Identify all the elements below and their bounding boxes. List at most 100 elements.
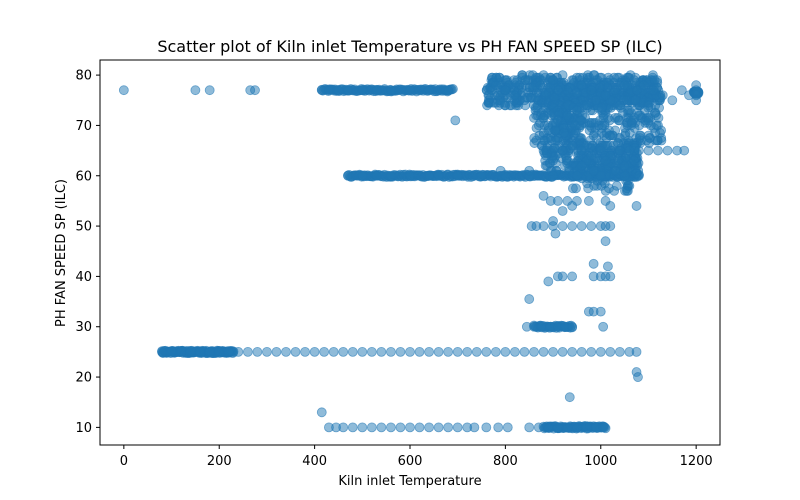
scatter-point [667, 95, 678, 106]
scatter-point [619, 170, 630, 181]
y-tick-label: 70 [75, 119, 92, 134]
scatter-point [550, 135, 561, 146]
scatter-point [510, 346, 520, 357]
scatter-point [656, 133, 667, 143]
scatter-point [343, 85, 353, 96]
scatter-point [562, 110, 573, 121]
scatter-point [589, 180, 599, 191]
scatter-point [433, 346, 444, 357]
scatter-point [629, 75, 640, 86]
y-axis: 10 20 30 40 50 60 70 80 [75, 69, 100, 436]
scatter-point [366, 422, 377, 433]
scatter-point [653, 120, 663, 131]
scatter-point [386, 85, 396, 96]
scatter-point [510, 90, 520, 101]
x-axis-label: Kiln inlet Temperature [338, 474, 481, 489]
scatter-point [443, 346, 454, 357]
scatter-point [347, 346, 358, 357]
scatter-point [567, 201, 578, 211]
scatter-point [548, 155, 558, 166]
scatter-point [653, 145, 663, 156]
scatter-point [366, 346, 377, 357]
scatter-point [586, 150, 597, 161]
scatter-point [619, 160, 630, 171]
scatter-point [624, 145, 635, 156]
scatter-point [586, 221, 597, 231]
scatter-point [591, 95, 601, 106]
scatter-point [443, 85, 454, 96]
scatter-point [567, 140, 578, 151]
scatter-point [357, 346, 368, 357]
scatter-point [614, 100, 625, 111]
y-tick-label: 10 [75, 421, 92, 436]
scatter-point [482, 100, 492, 111]
scatter-point [632, 85, 642, 96]
scatter-point [605, 271, 616, 282]
x-tick-label: 1200 [680, 454, 713, 469]
scatter-point [605, 221, 616, 231]
x-tick-label: 400 [302, 454, 327, 469]
scatter-point [424, 422, 434, 433]
scatter-point [560, 160, 570, 171]
scatter-point [343, 170, 353, 181]
scatter-point [271, 346, 282, 357]
scatter-point [588, 165, 599, 176]
scatter-point [572, 422, 582, 433]
scatter-point [576, 346, 587, 357]
x-tick-label: 800 [493, 454, 518, 469]
y-tick-label: 80 [75, 69, 92, 84]
scatter-point [538, 145, 549, 156]
scatter-point [614, 115, 625, 126]
scatter-point [324, 85, 334, 96]
y-tick-label: 50 [75, 220, 92, 235]
scatter-point [634, 170, 644, 181]
scatter-point [605, 201, 616, 211]
scatter-point [495, 165, 506, 176]
scatter-point [233, 346, 244, 357]
scatter-point [588, 258, 599, 269]
points-layer [118, 70, 704, 434]
scatter-point [679, 145, 690, 156]
scatter-point [576, 80, 587, 91]
y-tick-label: 60 [75, 169, 92, 184]
scatter-point [300, 346, 310, 357]
y-tick-label: 40 [75, 270, 92, 285]
scatter-point [684, 90, 694, 101]
scatter-point [386, 346, 396, 357]
scatter-point [190, 85, 201, 96]
scatter-point [405, 422, 415, 433]
scatter-point [328, 346, 339, 357]
scatter-point [644, 133, 655, 143]
y-tick-label: 30 [75, 320, 92, 335]
y-axis-label: PH FAN SPEED SP (ILC) [54, 179, 69, 327]
scatter-point [405, 170, 415, 181]
scatter-point [490, 346, 501, 357]
scatter-point [450, 115, 461, 126]
x-tick-label: 600 [398, 454, 423, 469]
scatter-point [204, 85, 215, 96]
scatter-point [176, 346, 186, 357]
scatter-point [643, 145, 654, 156]
scatter-point [624, 105, 635, 116]
scatter-point [333, 85, 344, 96]
scatter-point [598, 112, 609, 123]
scatter-point [538, 70, 549, 80]
scatter-point [195, 346, 206, 357]
scatter-point [476, 170, 487, 181]
scatter-point [567, 346, 578, 357]
scatter-point [433, 422, 444, 433]
scatter-point [595, 145, 606, 156]
scatter-point [596, 102, 607, 113]
x-tick-label: 1000 [584, 454, 617, 469]
y-tick-label: 20 [75, 371, 92, 386]
scatter-point [502, 422, 513, 433]
scatter-point [533, 120, 544, 131]
scatter-point [657, 90, 668, 101]
scatter-point [638, 80, 649, 91]
scatter-point [443, 422, 454, 433]
scatter-point [572, 105, 582, 116]
scatter-point [595, 306, 606, 317]
scatter-point [529, 100, 539, 111]
scatter-point [290, 346, 301, 357]
scatter-point [605, 346, 616, 357]
